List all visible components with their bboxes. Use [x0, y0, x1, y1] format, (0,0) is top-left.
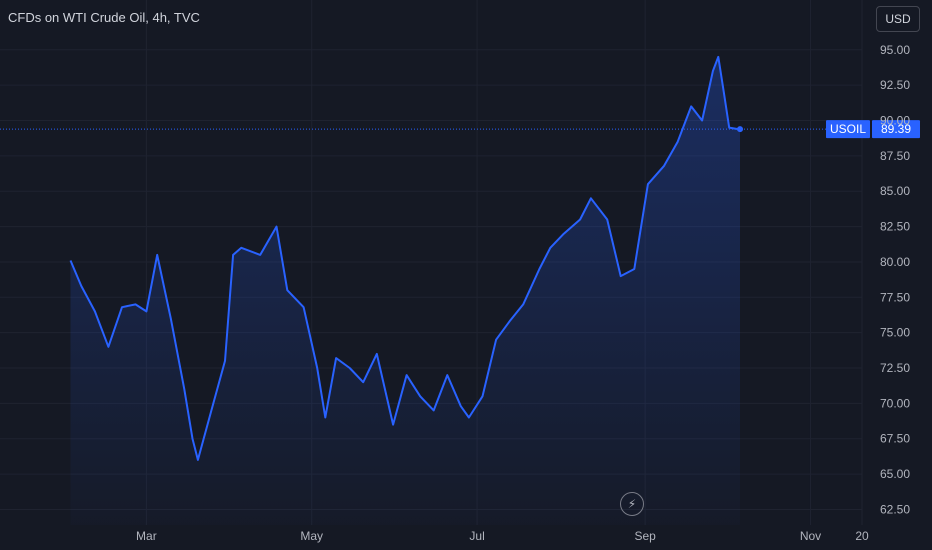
last-price-marker: USOIL 89.39: [0, 120, 920, 139]
x-tick-label: Jul: [469, 529, 484, 543]
x-tick-label: Mar: [136, 529, 157, 543]
y-tick-label: 72.50: [880, 361, 910, 375]
price-line: [69, 55, 741, 461]
symbol-label-bg: [826, 120, 870, 139]
last-price-label: 89.39: [881, 122, 911, 136]
y-tick-label: 67.50: [880, 432, 910, 446]
price-series-line: [69, 55, 741, 461]
y-tick-label: 70.00: [880, 396, 910, 410]
chart-title: CFDs on WTI Crude Oil, 4h, TVC: [8, 10, 200, 25]
x-tick-label: 20: [855, 529, 869, 543]
x-tick-label: Sep: [634, 529, 656, 543]
y-tick-label: 87.50: [880, 149, 910, 163]
lightning-icon[interactable]: ⚡: [620, 492, 644, 516]
last-price-label-bg: [872, 120, 920, 139]
symbol-label: USOIL: [830, 122, 866, 136]
last-price-dot: [737, 126, 744, 133]
y-tick-label: 92.50: [880, 78, 910, 92]
y-tick-label: 77.50: [880, 290, 910, 304]
price-area: [70, 56, 740, 526]
x-tick-label: Nov: [800, 529, 821, 543]
x-tick-label: May: [300, 529, 323, 543]
price-area-fill: [70, 56, 740, 526]
y-tick-label: 75.00: [880, 326, 910, 340]
x-axis[interactable]: Mar May Jul Sep Nov 20: [136, 529, 869, 543]
currency-button[interactable]: USD: [876, 6, 920, 32]
y-axis[interactable]: 62.50 65.00 67.50 70.00 72.50 75.00 77.50 80.00…: [880, 43, 910, 517]
y-tick-label: 80.00: [880, 255, 910, 269]
y-tick-label: 65.00: [880, 467, 910, 481]
y-tick-label: 95.00: [880, 43, 910, 57]
y-tick-label: 85.00: [880, 184, 910, 198]
y-tick-label: 62.50: [880, 502, 910, 516]
y-tick-label: 90.00: [880, 114, 910, 128]
y-tick-label: 82.50: [880, 220, 910, 234]
